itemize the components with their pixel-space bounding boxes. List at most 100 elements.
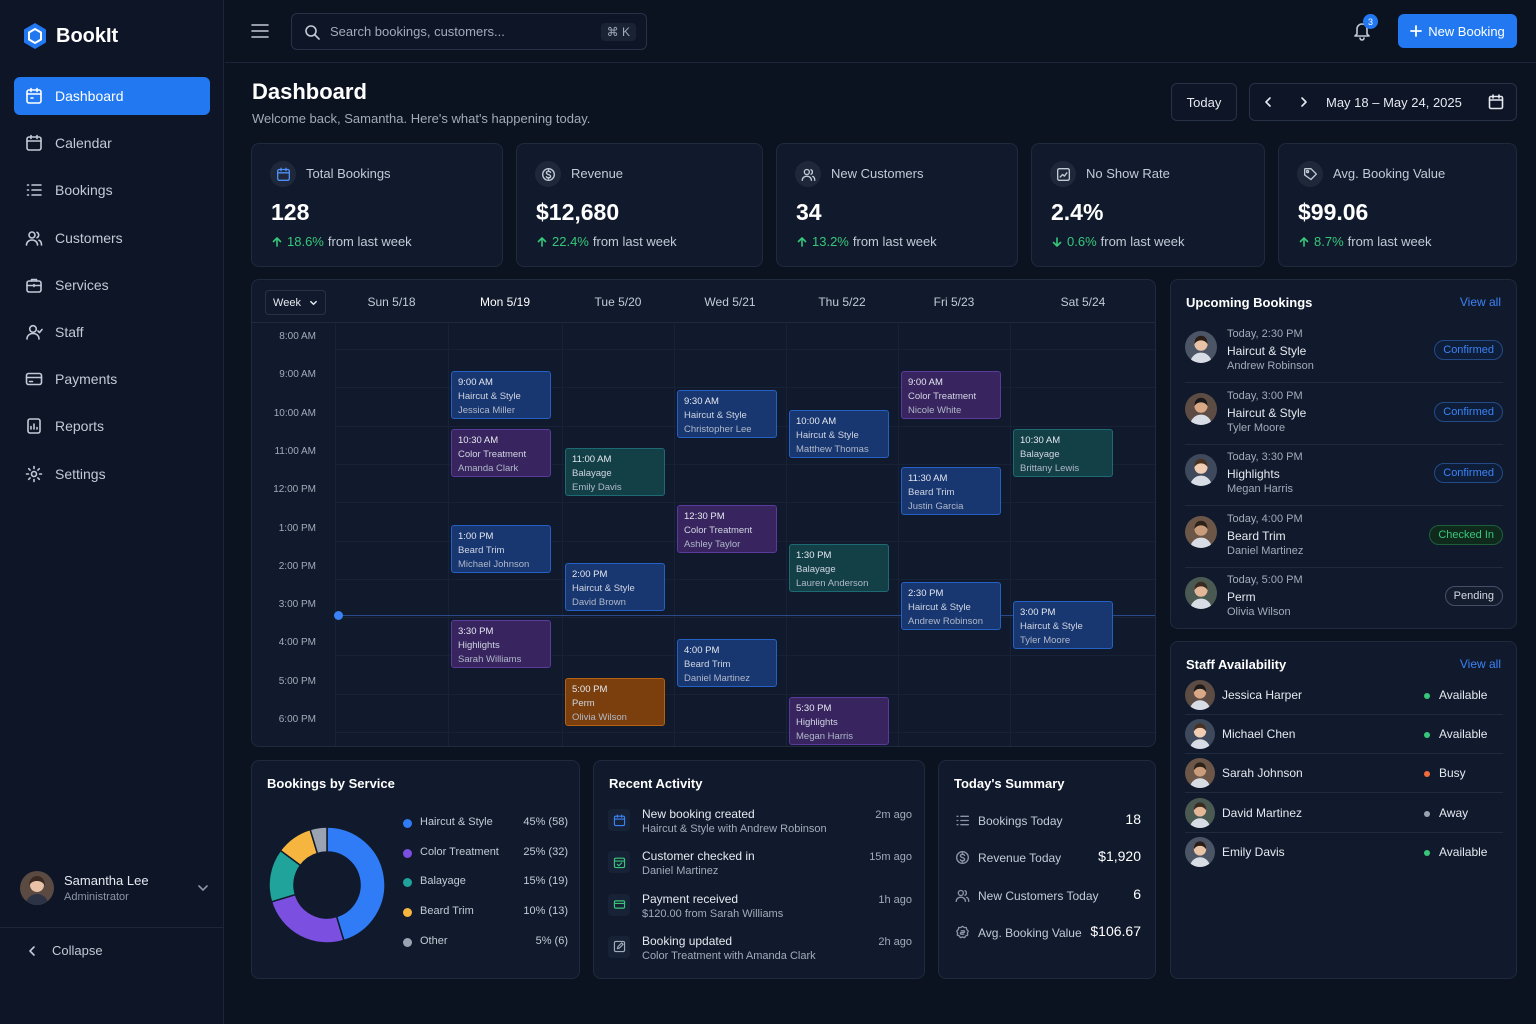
stat-card[interactable]: Total Bookings 128 18.6% from last week — [251, 143, 503, 267]
sidebar-item-payments[interactable]: Payments — [14, 360, 210, 398]
search-box[interactable]: ⌘ K — [291, 13, 647, 50]
staff-row[interactable]: Jessica Harper Available — [1185, 676, 1503, 715]
booking-service: Haircut & Style — [1227, 405, 1307, 420]
donut-slice-haircut-style[interactable] — [326, 826, 386, 942]
legend-item: Beard Trim 10% (13) — [403, 905, 568, 919]
status-dot — [1424, 693, 1430, 699]
logo[interactable]: BookIt — [22, 22, 118, 50]
today-button[interactable]: Today — [1171, 83, 1237, 121]
day-header[interactable]: Fri 5/23 — [933, 295, 975, 309]
calendar-event[interactable]: 10:00 AM Haircut & Style Matthew Thomas — [789, 409, 889, 458]
calendar-event[interactable]: 5:30 PM Highlights Megan Harris — [789, 696, 889, 745]
stat-card[interactable]: New Customers 34 13.2% from last week — [776, 143, 1018, 267]
stat-card[interactable]: Revenue $12,680 22.4% from last week — [516, 143, 763, 267]
calendar-event[interactable]: 10:30 AM Color Treatment Amanda Clark — [451, 428, 551, 477]
day-header[interactable]: Sun 5/18 — [367, 295, 416, 309]
hour-line — [335, 732, 1155, 733]
staff-status: Available — [1439, 844, 1488, 859]
upcoming-booking-row[interactable]: Today, 3:30 PM Highlights Megan Harris C… — [1185, 444, 1503, 506]
menu-icon[interactable] — [251, 23, 269, 39]
activity-detail: Daniel Martinez — [642, 865, 719, 878]
activity-item[interactable]: Customer checked in Daniel Martinez 15m … — [608, 845, 912, 885]
upcoming-booking-row[interactable]: Today, 5:00 PM Perm Olivia Wilson Pendin… — [1185, 567, 1503, 629]
calendar-event[interactable]: 2:00 PM Haircut & Style David Brown — [565, 562, 665, 611]
day-header[interactable]: Sat 5/24 — [1060, 295, 1106, 309]
status-dot — [1424, 849, 1430, 856]
legend-value: 5% (6) — [535, 934, 568, 947]
stat-value: 128 — [271, 199, 310, 225]
upcoming-booking-row[interactable]: Today, 4:00 PM Beard Trim Daniel Martine… — [1185, 506, 1503, 568]
sidebar-item-customers[interactable]: Customers — [14, 219, 210, 257]
calendar-event[interactable]: 12:30 PM Color Treatment Ashley Taylor — [677, 505, 777, 554]
sidebar-item-bookings[interactable]: Bookings — [14, 171, 210, 209]
calendar-event[interactable]: 9:00 AM Haircut & Style Jessica Miller — [451, 371, 551, 420]
activity-title: Customer checked in — [642, 849, 755, 864]
donut-slice-color-treatment[interactable] — [270, 893, 345, 944]
event-service: Color Treatment — [684, 525, 753, 537]
sidebar-item-reports[interactable]: Reports — [14, 407, 210, 445]
legend-label: Balayage — [420, 875, 466, 888]
briefcase-icon — [26, 278, 42, 293]
calendar-event[interactable]: 2:30 PM Haircut & Style Andrew Robinson — [901, 581, 1001, 630]
collapse-label: Collapse — [52, 943, 103, 958]
stat-change-suffix: from last week — [1100, 234, 1185, 249]
new-booking-button[interactable]: New Booking — [1398, 14, 1517, 48]
calendar-event[interactable]: 10:30 AM Balayage Brittany Lewis — [1013, 428, 1113, 477]
view-all-bookings-link[interactable]: View all — [1459, 295, 1501, 309]
calendar-event[interactable]: 1:00 PM Beard Trim Michael Johnson — [451, 524, 551, 573]
sidebar-item-settings[interactable]: Settings — [14, 455, 210, 493]
day-header[interactable]: Tue 5/20 — [594, 295, 642, 309]
day-header[interactable]: Thu 5/22 — [818, 295, 866, 309]
status-dot — [1424, 732, 1430, 739]
time-label: 4:00 PM — [278, 637, 316, 649]
activity-item[interactable]: Payment received $120.00 from Sarah Will… — [608, 888, 912, 928]
legend-swatch — [403, 819, 412, 828]
calendar-event[interactable]: 4:00 PM Beard Trim Daniel Martinez — [677, 639, 777, 688]
calendar-event[interactable]: 5:00 PM Perm Olivia Wilson — [565, 677, 665, 726]
view-select[interactable]: Week — [265, 290, 326, 315]
event-customer: Ashley Taylor — [684, 539, 741, 551]
staff-row[interactable]: Michael Chen Available — [1185, 715, 1503, 755]
activity-item[interactable]: Booking updated Color Treatment with Ama… — [608, 930, 912, 970]
chevron-left-icon[interactable] — [1262, 96, 1274, 108]
hour-line — [335, 502, 1155, 504]
avatar — [1185, 577, 1217, 609]
column-divider — [335, 324, 336, 746]
date-range-picker: May 18 – May 24, 2025 — [1249, 83, 1517, 121]
user-menu[interactable]: Samantha Lee Administrator — [20, 871, 210, 905]
stat-card[interactable]: Avg. Booking Value $99.06 8.7% from last… — [1278, 143, 1517, 267]
calendar-event[interactable]: 11:00 AM Balayage Emily Davis — [565, 447, 665, 496]
sidebar-item-dashboard[interactable]: Dashboard — [14, 77, 210, 115]
collapse-button[interactable]: Collapse — [26, 943, 103, 958]
event-service: Haircut & Style — [1020, 621, 1083, 633]
calendar-event[interactable]: 11:30 AM Beard Trim Justin Garcia — [901, 467, 1001, 516]
stat-card[interactable]: No Show Rate 2.4% 0.6% from last week — [1031, 143, 1265, 267]
sidebar-item-calendar[interactable]: Calendar — [14, 124, 210, 162]
day-header[interactable]: Wed 5/21 — [704, 295, 756, 309]
view-all-staff-link[interactable]: View all — [1459, 657, 1501, 671]
calendar-event[interactable]: 9:30 AM Haircut & Style Christopher Lee — [677, 390, 777, 439]
activity-icon-wrap — [608, 809, 630, 831]
list-icon — [956, 815, 969, 826]
sidebar: BookIt Dashboard Calendar Bookings Custo… — [0, 0, 224, 1024]
arrow-up-icon — [797, 236, 807, 247]
date-range-label[interactable]: May 18 – May 24, 2025 — [1326, 94, 1462, 110]
sidebar-item-services[interactable]: Services — [14, 266, 210, 304]
calendar-event[interactable]: 3:00 PM Haircut & Style Tyler Moore — [1013, 601, 1113, 650]
upcoming-booking-row[interactable]: Today, 3:00 PM Haircut & Style Tyler Moo… — [1185, 383, 1503, 445]
calendar-event[interactable]: 1:30 PM Balayage Lauren Anderson — [789, 543, 889, 592]
upcoming-booking-row[interactable]: Today, 2:30 PM Haircut & Style Andrew Ro… — [1185, 321, 1503, 383]
sidebar-item-staff[interactable]: Staff — [14, 313, 210, 351]
calendar-event[interactable]: 9:00 AM Color Treatment Nicole White — [901, 371, 1001, 420]
day-header[interactable]: Mon 5/19 — [479, 295, 531, 309]
staff-row[interactable]: Emily Davis Available — [1185, 833, 1503, 872]
activity-item[interactable]: New booking created Haircut & Style with… — [608, 803, 912, 843]
activity-icon-wrap — [608, 935, 630, 958]
chevron-right-icon[interactable] — [1298, 96, 1310, 108]
staff-row[interactable]: David Martinez Away — [1185, 794, 1503, 833]
calendar-event[interactable]: 3:30 PM Highlights Sarah Williams — [451, 620, 551, 669]
search-input[interactable] — [330, 24, 590, 39]
staff-row[interactable]: Sarah Johnson Busy — [1185, 754, 1503, 794]
calendar-icon[interactable] — [1488, 94, 1504, 110]
donut-slice-other[interactable] — [309, 826, 328, 855]
